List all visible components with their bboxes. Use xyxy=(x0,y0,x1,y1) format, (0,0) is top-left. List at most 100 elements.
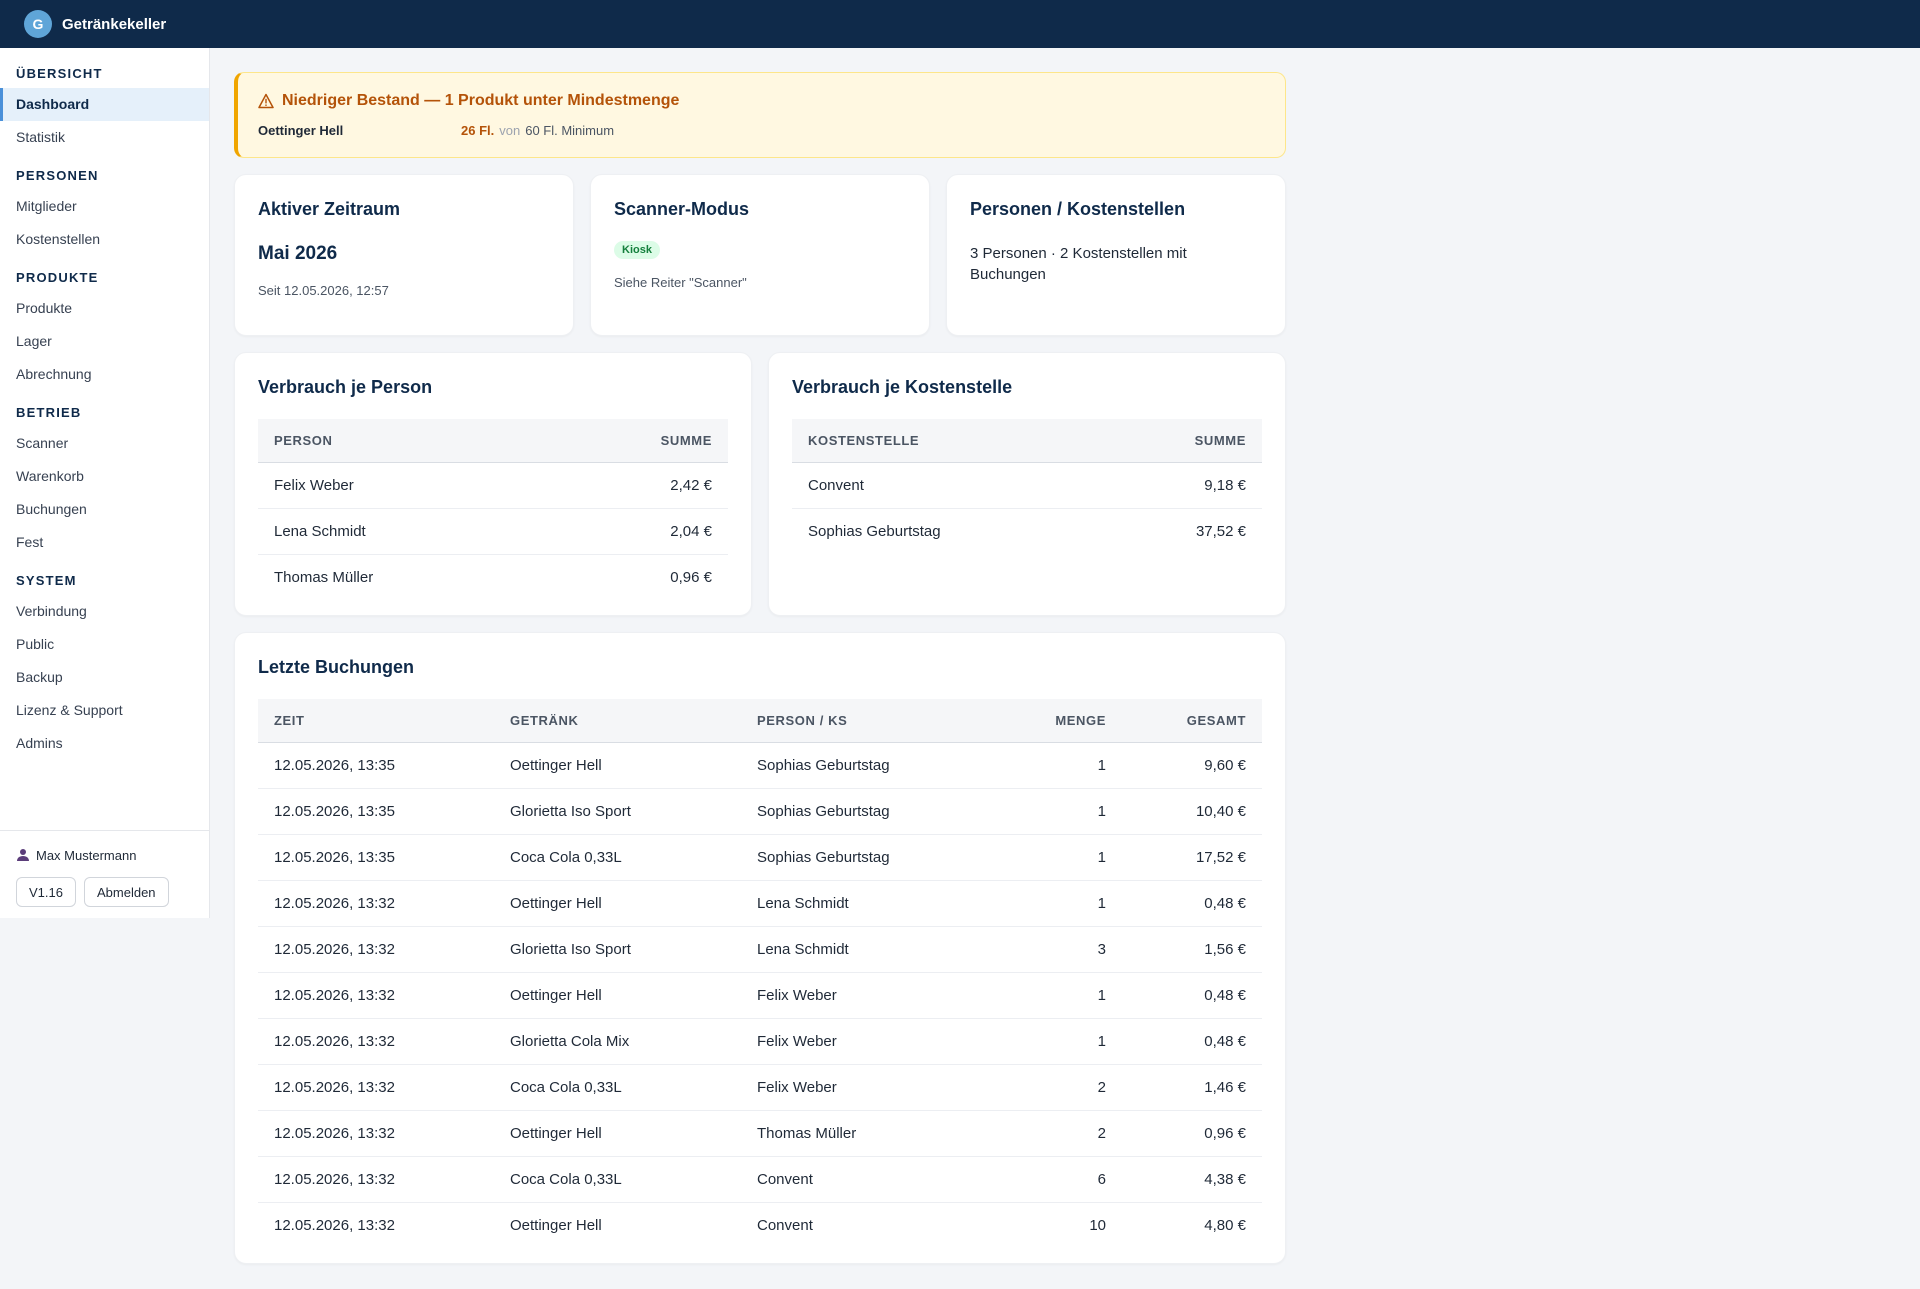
cell-total: 0,48 € xyxy=(1122,880,1262,927)
cell-drink: Coca Cola 0,33L xyxy=(494,834,741,881)
sidebar-item-produkte[interactable]: Produkte xyxy=(16,300,73,316)
table-row: Lena Schmidt 2,04 € xyxy=(258,508,728,555)
sidebar-item-mitglieder[interactable]: Mitglieder xyxy=(16,198,77,214)
alert-minimum: 60 Fl. Minimum xyxy=(525,122,615,138)
cell-drink: Oettinger Hell xyxy=(494,742,741,789)
cell-total: 0,48 € xyxy=(1122,1018,1262,1065)
cell-qty: 1 xyxy=(988,834,1122,881)
column-header[interactable]: PERSON xyxy=(258,419,546,463)
consumption-per-cost-center-card: Verbrauch je Kostenstelle KOSTENSTELLE S… xyxy=(768,352,1286,616)
sidebar-item-statistik[interactable]: Statistik xyxy=(16,129,66,145)
sidebar-item-scanner[interactable]: Scanner xyxy=(16,435,69,451)
cell-time: 12.05.2026, 13:35 xyxy=(258,742,494,789)
scanner-mode-badge: Kiosk xyxy=(614,241,660,259)
sidebar-item-abrechnung[interactable]: Abrechnung xyxy=(16,366,92,382)
cell-time: 12.05.2026, 13:32 xyxy=(258,1156,494,1203)
sidebar-item-backup[interactable]: Backup xyxy=(16,669,63,685)
cell-total: 1,56 € xyxy=(1122,926,1262,973)
table-row: 12.05.2026, 13:32 Oettinger Hell Lena Schm… xyxy=(258,880,1262,927)
column-header[interactable]: SUMME xyxy=(545,419,728,463)
period-value: Mai 2026 xyxy=(258,243,338,264)
logout-button[interactable]: Abmelden xyxy=(83,877,169,907)
table-row: 12.05.2026, 13:32 Coca Cola 0,33L Felix We… xyxy=(258,1064,1262,1111)
column-header[interactable]: KOSTENSTELLE xyxy=(792,419,1104,463)
cell-name: Thomas Müller xyxy=(274,568,374,586)
table-row: Thomas Müller 0,96 € xyxy=(258,554,728,600)
sidebar-footer: Max Mustermann V1.16 Abmelden xyxy=(0,830,209,921)
nav-section-heading: PERSONEN xyxy=(16,168,99,183)
nav-section-heading: PRODUKTE xyxy=(16,270,99,285)
cell-drink: Oettinger Hell xyxy=(494,880,741,927)
active-period-card: Aktiver Zeitraum Mai 2026 Seit 12.05.202… xyxy=(234,174,574,336)
cell-person: Sophias Geburtstag xyxy=(741,834,988,881)
sidebar-item-admins[interactable]: Admins xyxy=(16,735,63,751)
cell-qty: 1 xyxy=(988,880,1122,927)
table-row: 12.05.2026, 13:32 Glorietta Cola Mix Felix… xyxy=(258,1018,1262,1065)
cell-total: 4,38 € xyxy=(1122,1156,1262,1203)
sidebar-item-lizenz-support[interactable]: Lizenz & Support xyxy=(16,702,123,718)
cell-person: Lena Schmidt xyxy=(741,926,988,973)
sidebar-item-kostenstellen[interactable]: Kostenstellen xyxy=(16,231,101,247)
cell-drink: Oettinger Hell xyxy=(510,1216,602,1234)
warning-icon xyxy=(258,93,274,109)
cell-sum: 0,96 € xyxy=(670,568,712,586)
cell-total: 4,80 € xyxy=(1204,1216,1246,1234)
cell-sum: 2,42 € xyxy=(545,462,728,509)
cell-qty: 1 xyxy=(988,742,1122,789)
table-row: 12.05.2026, 13:32 Glorietta Iso Sport Lena… xyxy=(258,926,1262,973)
table-row: 12.05.2026, 13:35 Coca Cola 0,33L Sophias … xyxy=(258,834,1262,881)
user-info: Max Mustermann xyxy=(16,845,193,865)
table-row: 12.05.2026, 13:35 Oettinger Hell Sophias G… xyxy=(258,742,1262,789)
cell-person: Convent xyxy=(757,1216,813,1234)
nav-section-heading: SYSTEM xyxy=(16,573,77,588)
column-header[interactable]: MENGE xyxy=(988,699,1122,743)
sidebar: ÜBERSICHT Dashboard Statistik PERSONEN Mitgl… xyxy=(0,48,210,918)
cell-total: 17,52 € xyxy=(1122,834,1262,881)
recent-bookings-card: Letzte Buchungen ZEIT GETRÄNK PERSON / K… xyxy=(234,632,1286,1264)
sidebar-item-lager[interactable]: Lager xyxy=(16,333,52,349)
cell-time: 12.05.2026, 13:32 xyxy=(274,1216,395,1234)
card-title: Verbrauch je Person xyxy=(258,377,433,397)
sidebar-item-buchungen[interactable]: Buchungen xyxy=(16,501,87,517)
nav-section-heading: ÜBERSICHT xyxy=(16,66,103,81)
persons-summary: 3 Personen · 2 Kostenstellen mit Buchung… xyxy=(970,245,1187,283)
person-table: PERSON SUMME Felix Weber 2,42 € Lena Schmi… xyxy=(258,419,728,600)
app-title: Getränkekeller xyxy=(62,15,167,33)
cell-sum: 9,18 € xyxy=(1103,462,1262,509)
cell-time: 12.05.2026, 13:32 xyxy=(258,972,494,1019)
table-row: Sophias Geburtstag 37,52 € xyxy=(792,508,1262,554)
cost-center-table: KOSTENSTELLE SUMME Convent 9,18 € Sophias … xyxy=(792,419,1262,554)
column-header[interactable]: SUMME xyxy=(1103,419,1262,463)
sidebar-item-verbindung[interactable]: Verbindung xyxy=(16,603,87,619)
table-row: 12.05.2026, 13:32 Oettinger Hell Convent 10… xyxy=(258,1202,1262,1248)
card-title: Personen / Kostenstellen xyxy=(970,199,1186,219)
column-header[interactable]: ZEIT xyxy=(258,699,494,743)
sidebar-item-public[interactable]: Public xyxy=(16,636,55,652)
version-button[interactable]: V1.16 xyxy=(16,877,76,907)
cell-time: 12.05.2026, 13:35 xyxy=(258,788,494,835)
column-header[interactable]: GETRÄNK xyxy=(494,699,741,743)
sidebar-item-fest[interactable]: Fest xyxy=(16,534,44,550)
cell-time: 12.05.2026, 13:35 xyxy=(258,834,494,881)
cell-total: 0,96 € xyxy=(1122,1110,1262,1157)
cell-person: Felix Weber xyxy=(741,972,988,1019)
table-row: Felix Weber 2,42 € xyxy=(258,462,728,509)
cell-qty: 1 xyxy=(988,1018,1122,1065)
cell-total: 9,60 € xyxy=(1122,742,1262,789)
sidebar-item-warenkorb[interactable]: Warenkorb xyxy=(16,468,84,484)
cell-person: Lena Schmidt xyxy=(741,880,988,927)
table-row: 12.05.2026, 13:32 Oettinger Hell Thomas Mü… xyxy=(258,1110,1262,1157)
table-row: 12.05.2026, 13:32 Coca Cola 0,33L Convent 6… xyxy=(258,1156,1262,1203)
sidebar-item-dashboard[interactable]: Dashboard xyxy=(0,88,209,121)
column-header[interactable]: PERSON / KS xyxy=(741,699,988,743)
alert-current-stock: 26 Fl. xyxy=(461,122,495,138)
cell-qty: 10 xyxy=(1089,1216,1106,1234)
scanner-mode-card: Scanner-Modus Kiosk Siehe Reiter "Scanne… xyxy=(590,174,930,336)
cell-time: 12.05.2026, 13:32 xyxy=(258,1110,494,1157)
low-stock-alert: Niedriger Bestand — 1 Produkt unter Mind… xyxy=(234,72,1286,158)
consumption-per-person-card: Verbrauch je Person PERSON SUMME Felix W… xyxy=(234,352,752,616)
alert-product: Oettinger Hell xyxy=(258,122,344,138)
column-header[interactable]: GESAMT xyxy=(1122,699,1262,743)
cell-person: Sophias Geburtstag xyxy=(741,742,988,789)
cell-drink: Coca Cola 0,33L xyxy=(494,1064,741,1111)
